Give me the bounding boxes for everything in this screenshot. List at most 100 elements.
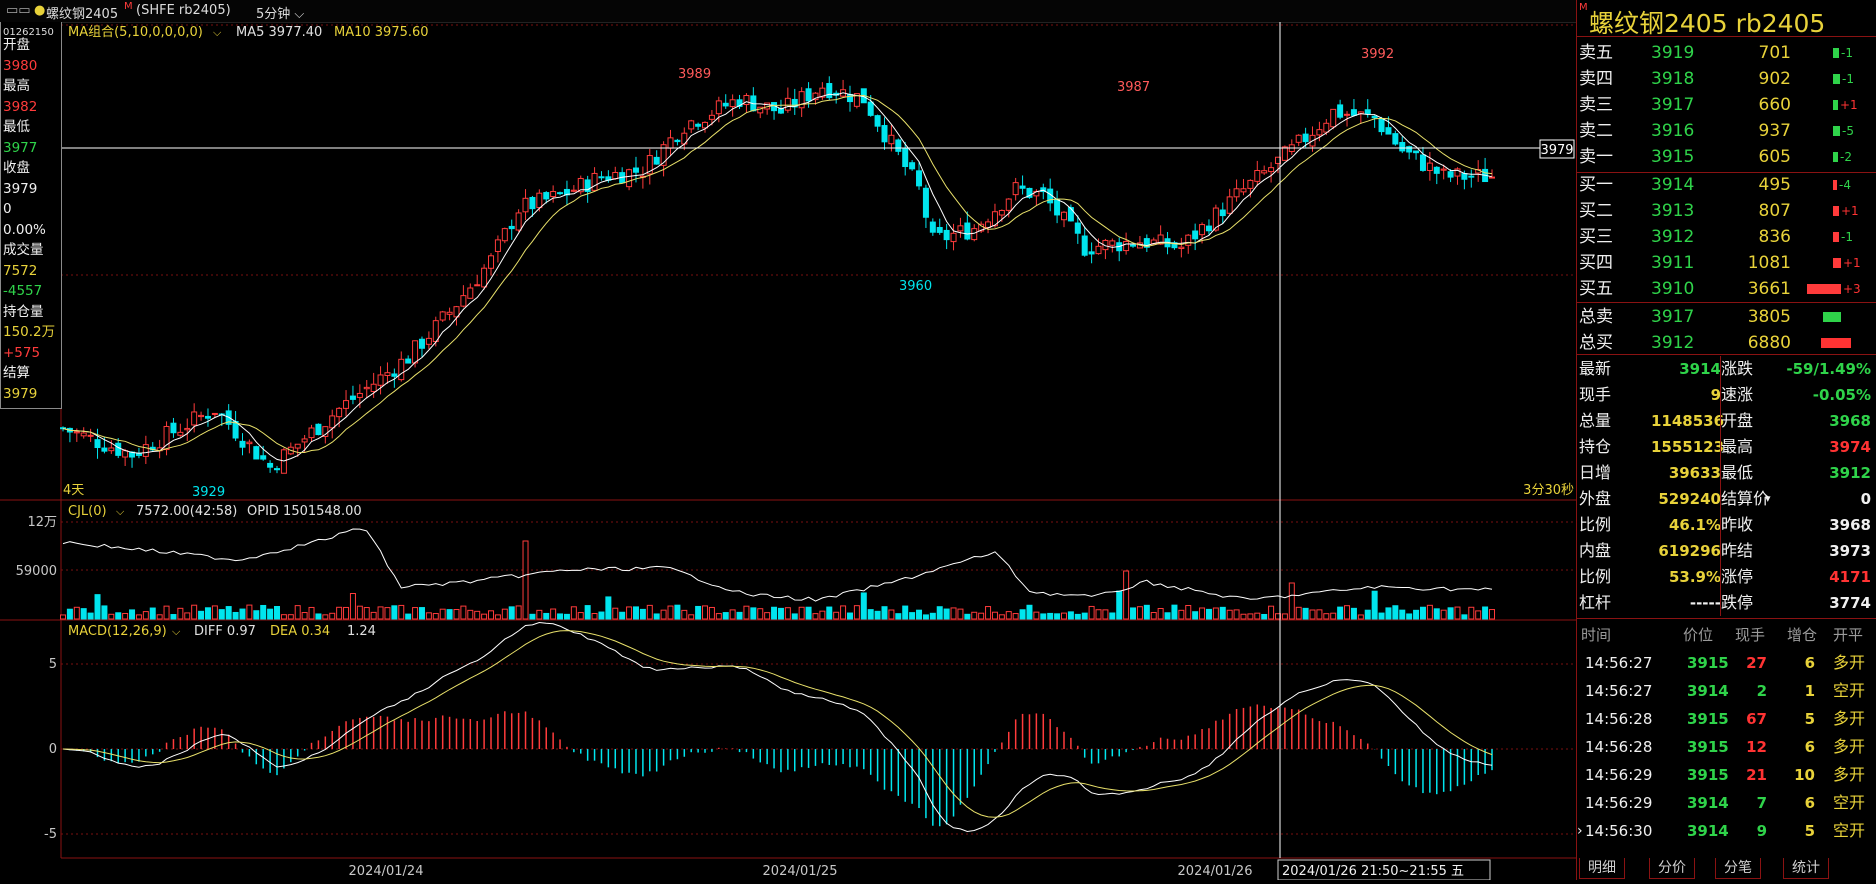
level-label: 买一 xyxy=(1579,175,1613,195)
candle-body xyxy=(826,83,833,99)
level-change: -1 xyxy=(1841,46,1853,60)
volume-bar xyxy=(1378,612,1385,620)
candle-body xyxy=(632,167,639,173)
stat-label: 开盘 xyxy=(1721,411,1754,430)
bar-info-item: 收盘 xyxy=(3,160,30,176)
volume-bar xyxy=(1054,613,1061,620)
stat-label: 外盘 xyxy=(1579,489,1612,508)
chevron-down-icon[interactable]: ⌵ xyxy=(116,505,125,518)
candle-body xyxy=(1419,154,1426,171)
level-change: -1 xyxy=(1841,230,1853,244)
tab-stats[interactable]: 统计 xyxy=(1783,858,1829,879)
candle-body xyxy=(1385,127,1392,135)
stat-label: 最高 xyxy=(1721,437,1754,456)
trade-time: 14:56:27 xyxy=(1585,654,1653,672)
candle-body xyxy=(874,115,881,127)
volume-bar xyxy=(632,606,639,620)
stat-row: 最新 3914 涨跌 -59/1.49% xyxy=(1577,356,1876,382)
volume-bar xyxy=(1399,609,1406,620)
volume-y-label: 59000 xyxy=(16,564,57,579)
chart-area[interactable]: 3979 MA组合(5,10,0,0,0,0) ⌵ MA5 3977.40 MA… xyxy=(0,22,1576,881)
chevron-down-icon[interactable]: ▾ xyxy=(1765,492,1771,505)
volume-bar xyxy=(432,613,439,620)
stat-value: 0 xyxy=(1860,490,1871,508)
candle-body xyxy=(1247,179,1254,189)
volume-bar xyxy=(1371,590,1378,620)
chevron-down-icon[interactable]: ⌵ xyxy=(213,26,222,39)
kline-chart[interactable]: 3979 MA组合(5,10,0,0,0,0) ⌵ MA5 3977.40 MA… xyxy=(0,22,1576,881)
candle-body xyxy=(280,449,287,474)
candle-body xyxy=(674,139,681,143)
title-mark: M xyxy=(1579,2,1588,13)
volume-bar xyxy=(570,606,577,620)
candle-body xyxy=(881,125,888,143)
volume-bar xyxy=(750,607,757,620)
volume-bar xyxy=(957,608,964,620)
symbol-code: (SHFE rb2405) xyxy=(136,3,231,18)
volume-indicator-label[interactable]: CJL(0) xyxy=(68,504,107,519)
candle-body xyxy=(1426,162,1433,171)
depth-bar xyxy=(1807,284,1841,294)
volume-bar xyxy=(563,613,570,620)
volume-bar xyxy=(812,613,819,620)
trade-open-interest: 10 xyxy=(1794,766,1815,784)
candle-body xyxy=(1123,240,1130,252)
candle-body xyxy=(1040,187,1047,193)
trade-price: 3914 xyxy=(1687,794,1729,812)
volume-bar xyxy=(1344,605,1351,620)
window-icon[interactable]: ▭▭ xyxy=(6,3,31,18)
trades-header-cell: 现手 xyxy=(1735,626,1766,644)
period-selector[interactable]: 5分钟 ⌵ xyxy=(256,3,304,22)
chevron-down-icon[interactable]: ⌵ xyxy=(172,625,181,638)
ask-level: 卖三 3917 660 +1 xyxy=(1577,92,1876,118)
trade-open-interest: 5 xyxy=(1804,710,1815,728)
volume-bar xyxy=(1350,607,1357,620)
ma10-value: MA10 3975.60 xyxy=(334,25,429,40)
candle-body xyxy=(929,221,936,233)
trade-row: 14:56:29 3915 21 10 多开 xyxy=(1577,762,1876,788)
tab-tick[interactable]: 分笔 xyxy=(1715,858,1761,879)
volume-bar xyxy=(481,613,488,620)
volume-bar xyxy=(1281,613,1288,620)
volume-bar xyxy=(184,612,191,620)
bar-info-item: 0.00% xyxy=(3,221,46,238)
volume-bar xyxy=(1067,611,1074,620)
stat-label: 跌停 xyxy=(1721,593,1754,612)
candle-body xyxy=(1226,196,1233,214)
level-change: -2 xyxy=(1840,150,1852,164)
candle-body xyxy=(1205,225,1212,232)
tab-price[interactable]: 分价 xyxy=(1649,858,1695,879)
candle-body xyxy=(1185,234,1192,246)
volume-bar xyxy=(1440,609,1447,620)
candle-body xyxy=(1399,141,1406,152)
volume-bar xyxy=(667,605,674,620)
candle-body xyxy=(557,192,564,195)
volume-bar xyxy=(598,611,605,620)
macd-indicator-label[interactable]: MACD(12,26,9) xyxy=(68,624,167,639)
period-label[interactable]: 5分钟 xyxy=(256,7,291,22)
volume-bar xyxy=(660,609,667,620)
depth-bar xyxy=(1833,100,1838,110)
bar-info-panel: 01262150 开盘 3980 最高 3982 最低 3977 收盘 3979 0 0.00% 成… xyxy=(0,22,62,409)
candle-body xyxy=(1060,211,1067,221)
volume-bar xyxy=(805,606,812,620)
candle-body xyxy=(660,144,667,166)
candle-body xyxy=(122,450,129,458)
volume-bar xyxy=(501,608,508,620)
volume-bar xyxy=(1109,612,1116,620)
ma-combo-label[interactable]: MA组合(5,10,0,0,0,0) xyxy=(68,25,203,40)
volume-bar xyxy=(232,611,239,620)
candle-body xyxy=(591,172,598,191)
tab-detail[interactable]: 明细 xyxy=(1579,858,1625,879)
total-label: 总买 xyxy=(1579,333,1613,353)
level-label: 卖二 xyxy=(1579,121,1613,141)
bar-info-item: 150.2万 xyxy=(3,324,56,340)
stat-value: 4171 xyxy=(1829,568,1871,586)
volume-bar xyxy=(211,605,218,620)
candle-body xyxy=(626,169,633,188)
level-volume: 495 xyxy=(1758,175,1791,195)
volume-bar xyxy=(267,608,274,620)
depth-bar xyxy=(1833,232,1839,242)
trade-type: 空开 xyxy=(1833,793,1866,812)
chevron-down-icon[interactable]: ⌵ xyxy=(290,7,305,22)
